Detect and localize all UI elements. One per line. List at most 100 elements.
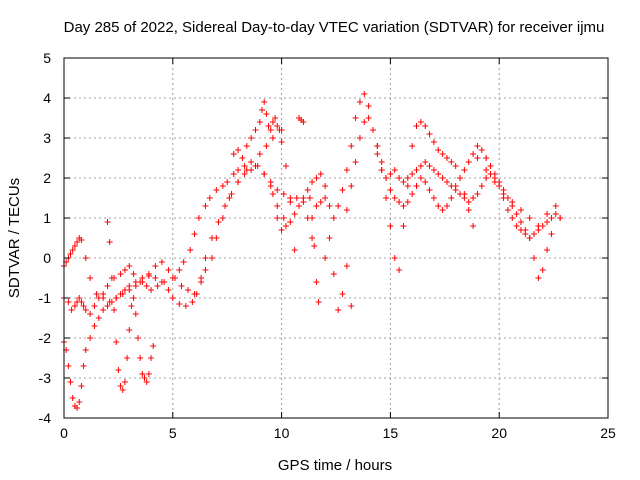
data-point — [82, 255, 89, 261]
data-point — [106, 239, 113, 245]
data-point — [169, 295, 176, 301]
data-point — [282, 163, 289, 169]
data-point — [152, 275, 159, 281]
data-point — [317, 171, 324, 177]
data-point — [457, 175, 464, 181]
data-point — [256, 151, 263, 157]
data-point — [78, 383, 85, 389]
data-point — [282, 223, 289, 229]
data-point — [95, 315, 102, 321]
data-point — [65, 363, 72, 369]
data-point — [400, 179, 407, 185]
data-point — [365, 103, 372, 109]
data-point — [430, 167, 437, 173]
data-point — [430, 195, 437, 201]
data-point — [180, 259, 187, 265]
data-point — [126, 327, 133, 333]
data-point — [317, 199, 324, 205]
data-point — [278, 227, 285, 233]
data-point — [409, 143, 416, 149]
data-point — [224, 179, 231, 185]
data-point — [228, 191, 235, 197]
data-point — [396, 267, 403, 273]
data-point — [552, 211, 559, 217]
data-point — [426, 187, 433, 193]
data-point — [352, 115, 359, 121]
data-point — [252, 163, 259, 169]
data-point — [504, 207, 511, 213]
data-point — [348, 143, 355, 149]
data-point — [108, 275, 115, 281]
data-point — [348, 303, 355, 309]
data-point — [74, 405, 81, 411]
data-point — [400, 203, 407, 209]
data-point — [124, 355, 131, 361]
data-point — [152, 263, 159, 269]
x-tick-label: 10 — [274, 425, 290, 441]
data-point — [315, 299, 322, 305]
data-point — [509, 215, 516, 221]
data-point — [202, 255, 209, 261]
data-point — [465, 199, 472, 205]
data-point — [430, 139, 437, 145]
data-point — [465, 159, 472, 165]
data-point — [293, 195, 300, 201]
data-point — [134, 335, 141, 341]
data-point — [526, 235, 533, 241]
data-point — [396, 199, 403, 205]
data-point — [531, 255, 538, 261]
data-point — [230, 151, 237, 157]
data-point — [513, 223, 520, 229]
data-point — [478, 183, 485, 189]
data-point — [470, 151, 477, 157]
y-tick-label: -3 — [39, 370, 52, 386]
data-point — [413, 123, 420, 129]
data-point — [452, 183, 459, 189]
data-point — [137, 355, 144, 361]
x-tick-labels: 0 5 10 15 20 25 — [60, 425, 616, 441]
data-point — [322, 195, 329, 201]
data-point — [274, 203, 281, 209]
data-point — [483, 155, 490, 161]
data-point — [300, 119, 307, 125]
x-tick-label: 25 — [600, 425, 616, 441]
data-point — [378, 159, 385, 165]
data-point — [213, 187, 220, 193]
data-point — [185, 287, 192, 293]
data-point — [139, 279, 146, 285]
data-point — [119, 387, 126, 393]
data-point — [422, 123, 429, 129]
x-axis-label: GPS time / hours — [278, 457, 392, 474]
data-point — [448, 159, 455, 165]
data-point — [126, 287, 133, 293]
data-point — [241, 171, 248, 177]
data-point — [313, 279, 320, 285]
data-point — [226, 195, 233, 201]
data-point — [76, 295, 83, 301]
data-point — [544, 247, 551, 253]
data-point — [513, 211, 520, 217]
data-point — [443, 179, 450, 185]
data-point — [274, 123, 281, 129]
data-point — [69, 395, 76, 401]
data-point — [67, 251, 74, 257]
data-point — [145, 271, 152, 277]
data-point — [182, 303, 189, 309]
data-point — [82, 347, 89, 353]
data-point — [409, 171, 416, 177]
data-point — [404, 183, 411, 189]
data-point — [348, 183, 355, 189]
data-point — [448, 195, 455, 201]
data-point — [148, 355, 155, 361]
data-point — [374, 151, 381, 157]
data-point — [243, 143, 250, 149]
data-point — [241, 163, 248, 169]
data-point — [413, 167, 420, 173]
data-point — [261, 171, 268, 177]
data-point — [219, 183, 226, 189]
data-point — [557, 215, 564, 221]
data-point — [121, 379, 128, 385]
plot-frame — [63, 57, 609, 419]
data-point — [387, 223, 394, 229]
